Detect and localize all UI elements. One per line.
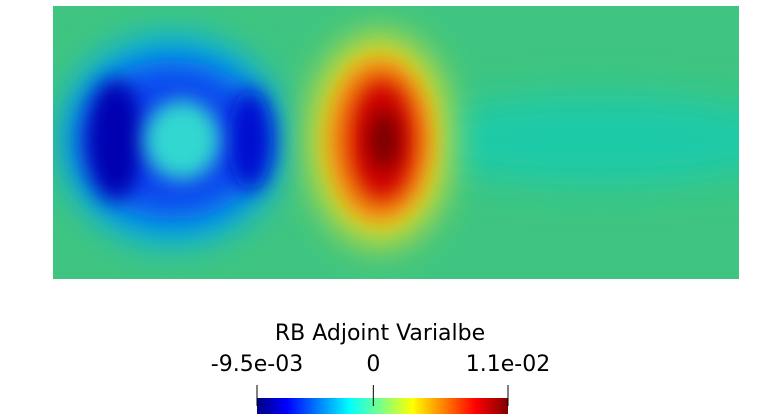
colorbar-title: RB Adjoint Varialbe: [275, 321, 485, 346]
colorbar: [257, 398, 508, 414]
tick-label: -9.5e-03: [211, 352, 303, 377]
colorbar-ticks: -9.5e-03 0 1.1e-02: [211, 352, 550, 406]
field-plot: [53, 6, 739, 279]
tick-label: 0: [366, 352, 380, 377]
tick-label: 1.1e-02: [466, 352, 550, 377]
